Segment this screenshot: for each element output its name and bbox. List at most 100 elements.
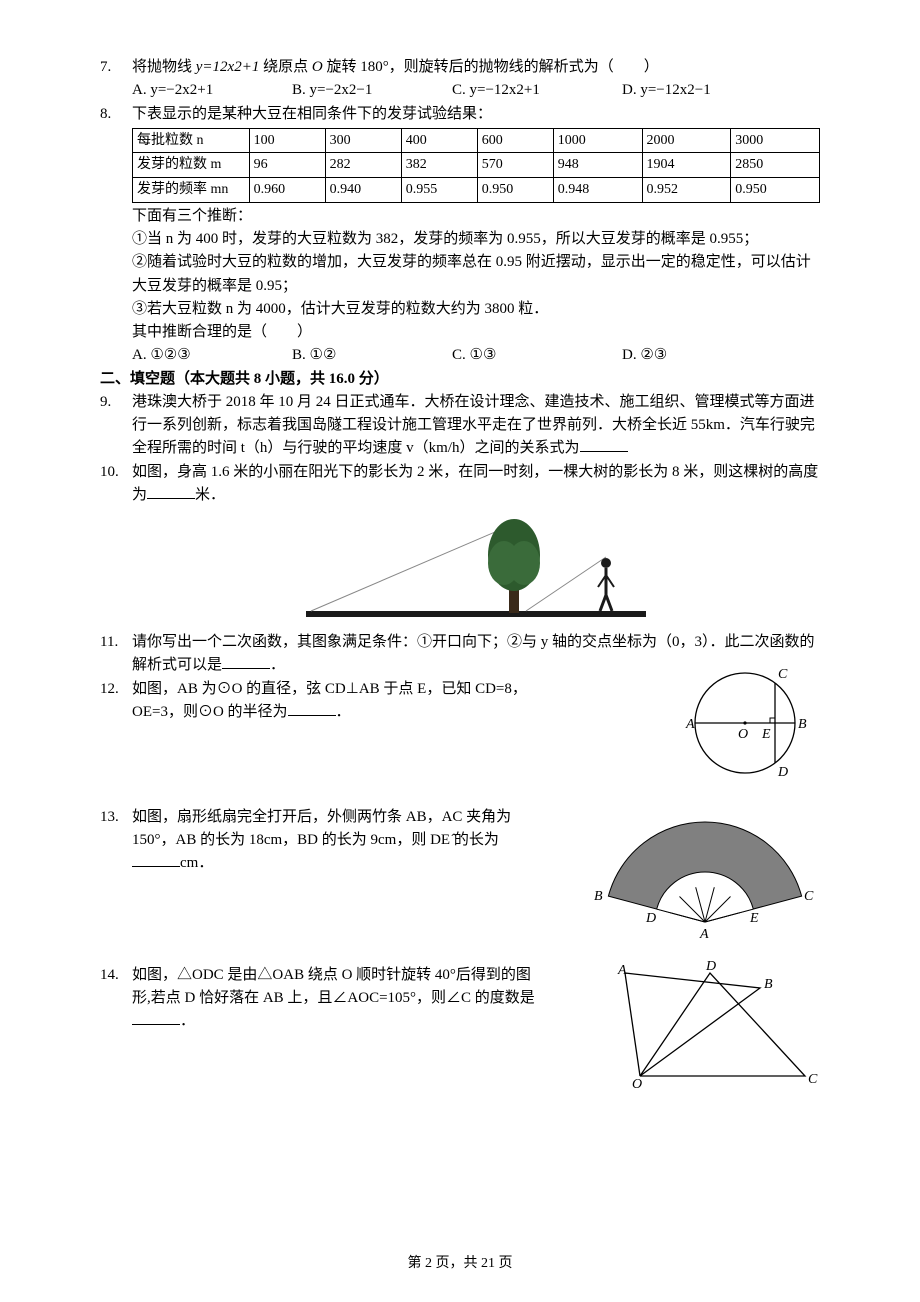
label-A: A: [617, 963, 627, 978]
circle-figure: A B C D O E: [650, 658, 820, 788]
q10-text-b: 米．: [195, 487, 225, 503]
q12-blank: [288, 701, 336, 716]
q9-number: 9.: [100, 391, 132, 414]
q9-body: 港珠澳大桥于 2018 年 10 月 24 日正式通车．大桥在设计理念、建造技术…: [132, 391, 820, 461]
table-cell: 570: [477, 153, 553, 178]
q8-ask: 其中推断合理的是（ ）: [132, 321, 820, 344]
label-D: D: [705, 959, 716, 974]
q10-blank: [147, 484, 195, 499]
section-2-title: 二、填空题（本大题共 8 小题，共 16.0 分）: [100, 368, 820, 391]
table-cell: 发芽的频率 mn: [133, 178, 250, 203]
q12-body: A B C D O E 如图，AB 为⊙O 的直径，弦 CD⊥AB 于点 E，已…: [132, 678, 820, 788]
question-8: 8. 下表显示的是某种大豆在相同条件下的发芽试验结果： 每批粒数 n 100 3…: [100, 103, 820, 368]
q13-body: B C D E A 如图，扇形纸扇完全打开后，外侧两竹条 AB，AC 夹角为 1…: [132, 806, 820, 940]
table-cell: 96: [249, 153, 325, 178]
q8-opt-c: C. ①③: [452, 344, 622, 367]
q7-O: O: [312, 59, 323, 75]
table-cell: 0.948: [553, 178, 642, 203]
label-C: C: [778, 667, 788, 682]
q8-stmt-2: ②随着试验时大豆的粒数的增加，大豆发芽的频率总在 0.95 附近摆动，显示出一定…: [132, 251, 820, 298]
q8-stmt-1: ①当 n 为 400 时，发芽的大豆粒数为 382，发芽的频率为 0.955，所…: [132, 228, 820, 251]
label-O: O: [738, 727, 748, 742]
q9-blank: [580, 437, 628, 452]
q8-opt-b: B. ①②: [292, 344, 452, 367]
table-cell: 300: [325, 128, 401, 153]
question-7: 7. 将抛物线 y=12x2+1 绕原点 O 旋转 180°，则旋转后的抛物线的…: [100, 56, 820, 103]
label-D: D: [777, 765, 788, 780]
label-E: E: [761, 727, 771, 742]
label-C: C: [804, 889, 814, 904]
table-cell: 382: [401, 153, 477, 178]
q7-number: 7.: [100, 56, 132, 79]
q7-options: A. y=−2x2+1 B. y=−2x2−1 C. y=−12x2+1 D. …: [132, 79, 820, 102]
question-14: 14. A D B O C 如图，△ODC 是由△OAB 绕点 O 顺时针旋转 …: [100, 964, 820, 1088]
tree-shadow-figure: [306, 513, 646, 623]
label-E: E: [749, 911, 759, 926]
q8-options: A. ①②③ B. ①② C. ①③ D. ②③: [132, 344, 820, 367]
q11-blank: [222, 654, 270, 669]
q10-body: 如图，身高 1.6 米的小丽在阳光下的影长为 2 米，在同一时刻，一棵大树的影长…: [132, 461, 820, 632]
table-cell: 2000: [642, 128, 731, 153]
table-cell: 1000: [553, 128, 642, 153]
table-cell: 0.960: [249, 178, 325, 203]
table-cell: 100: [249, 128, 325, 153]
label-B: B: [594, 889, 603, 904]
question-12: 12. A B C D O E 如图，AB 为⊙O 的直径，弦 CD⊥AB 于点…: [100, 678, 820, 788]
q14-number: 14.: [100, 964, 132, 987]
q14-text-a: 如图，△ODC 是由△OAB 绕点 O 顺时针旋转 40°后得到的图形,若点 D…: [132, 967, 535, 1006]
table-cell: 每批粒数 n: [133, 128, 250, 153]
table-cell: 400: [401, 128, 477, 153]
label-B: B: [764, 977, 773, 992]
question-10: 10. 如图，身高 1.6 米的小丽在阳光下的影长为 2 米，在同一时刻，一棵大…: [100, 461, 820, 632]
q13-text-a: 如图，扇形纸扇完全打开后，外侧两竹条 AB，AC 夹角为 150°，AB 的长为…: [132, 809, 511, 848]
table-cell: 600: [477, 128, 553, 153]
q8-body: 下表显示的是某种大豆在相同条件下的发芽试验结果： 每批粒数 n 100 300 …: [132, 103, 820, 368]
q7-expr: y=12x2+1: [196, 59, 260, 75]
q14-text-b: ．: [180, 1013, 195, 1029]
q7-opt-b: B. y=−2x2−1: [292, 79, 452, 102]
q9-text: 港珠澳大桥于 2018 年 10 月 24 日正式通车．大桥在设计理念、建造技术…: [132, 394, 815, 457]
question-13: 13. B C D E A 如图，扇形纸扇完全打开后，: [100, 806, 820, 940]
table-cell: 948: [553, 153, 642, 178]
table-cell: 1904: [642, 153, 731, 178]
q10-number: 10.: [100, 461, 132, 484]
question-9: 9. 港珠澳大桥于 2018 年 10 月 24 日正式通车．大桥在设计理念、建…: [100, 391, 820, 461]
q12-number: 12.: [100, 678, 132, 701]
q11-text-b: ．: [270, 657, 285, 673]
q8-table: 每批粒数 n 100 300 400 600 1000 2000 3000 发芽…: [132, 128, 820, 203]
fan-figure: B C D E A: [590, 800, 820, 940]
q8-stmt-3: ③若大豆粒数 n 为 4000，估计大豆发芽的粒数大约为 3800 粒．: [132, 298, 820, 321]
q7-opt-c: C. y=−12x2+1: [452, 79, 622, 102]
q8-opt-a: A. ①②③: [132, 344, 292, 367]
q7-text-a: 将抛物线: [132, 59, 196, 75]
q13-blank: [132, 852, 180, 867]
table-cell: 0.950: [731, 178, 820, 203]
label-A: A: [685, 717, 695, 732]
table-row: 每批粒数 n 100 300 400 600 1000 2000 3000: [133, 128, 820, 153]
q7-opt-a: A. y=−2x2+1: [132, 79, 292, 102]
q8-after-table: 下面有三个推断：: [132, 205, 820, 228]
table-cell: 发芽的粒数 m: [133, 153, 250, 178]
label-C: C: [808, 1072, 818, 1087]
q13-number: 13.: [100, 806, 132, 829]
q13-text-b: cm．: [180, 855, 213, 871]
page-footer: 第 2 页，共 21 页: [0, 1252, 920, 1272]
q11-number: 11.: [100, 631, 132, 654]
q8-intro: 下表显示的是某种大豆在相同条件下的发芽试验结果：: [132, 103, 820, 126]
table-cell: 282: [325, 153, 401, 178]
label-D: D: [645, 911, 656, 926]
table-cell: 0.955: [401, 178, 477, 203]
label-B: B: [798, 717, 807, 732]
q14-body: A D B O C 如图，△ODC 是由△OAB 绕点 O 顺时针旋转 40°后…: [132, 964, 820, 1088]
q7-text-c: 旋转 180°，则旋转后的抛物线的解析式为（ ）: [323, 59, 659, 75]
table-cell: 0.952: [642, 178, 731, 203]
q12-text-b: ．: [336, 704, 351, 720]
label-A: A: [699, 927, 709, 940]
q7-opt-d: D. y=−12x2−1: [622, 79, 782, 102]
table-cell: 0.950: [477, 178, 553, 203]
table-cell: 3000: [731, 128, 820, 153]
q8-opt-d: D. ②③: [622, 344, 782, 367]
rotation-figure: A D B O C: [610, 958, 820, 1088]
table-row: 发芽的频率 mn 0.960 0.940 0.955 0.950 0.948 0…: [133, 178, 820, 203]
label-O: O: [632, 1077, 642, 1088]
